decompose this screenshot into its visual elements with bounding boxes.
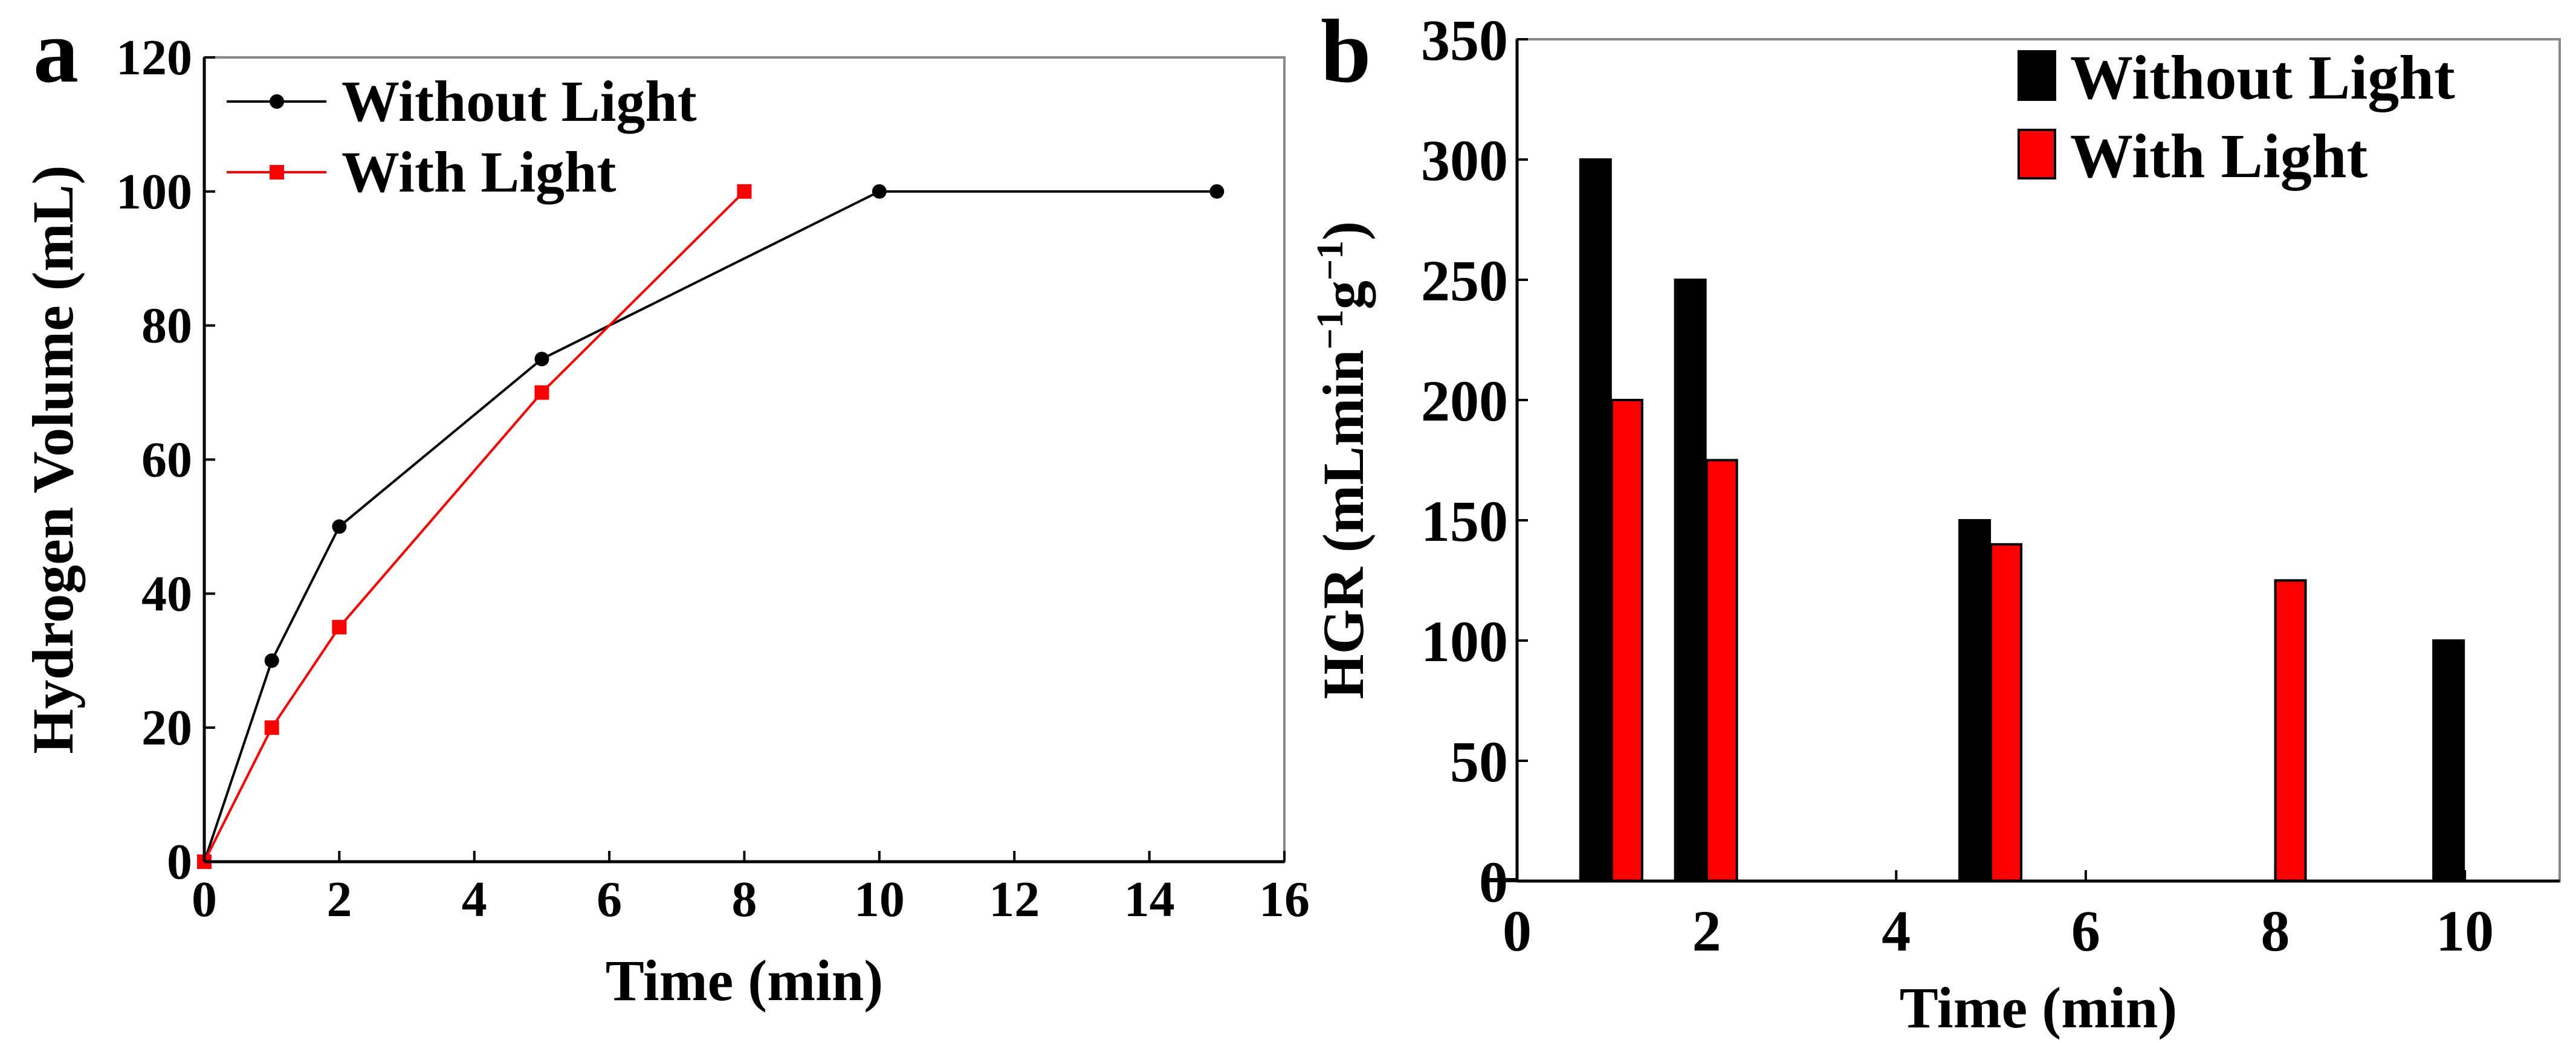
y-tick-label: 300 bbox=[1421, 128, 1508, 193]
chart-b-x-axis-label: Time (min) bbox=[1900, 975, 2178, 1040]
chart-a-ticks: 0 2 4 6 8 10 12 14 16 0 20 40 60 80 100 120 bbox=[116, 30, 1310, 928]
legend-label: Without Light bbox=[341, 69, 697, 134]
ylabel-mid: g bbox=[1311, 280, 1376, 309]
y-tick-label: 60 bbox=[141, 432, 192, 488]
y-tick-label: 50 bbox=[1450, 729, 1508, 794]
legend-label: With Light bbox=[2070, 121, 2368, 191]
bar bbox=[2432, 639, 2465, 882]
legend-marker bbox=[270, 165, 284, 179]
legend-label: Without Light bbox=[2070, 43, 2455, 112]
x-tick-label: 8 bbox=[2261, 899, 2290, 963]
x-tick-label: 16 bbox=[1259, 871, 1310, 928]
x-tick-label: 6 bbox=[2071, 899, 2100, 963]
x-tick-label: 0 bbox=[1503, 899, 1532, 963]
legend-marker bbox=[270, 94, 284, 109]
y-tick-label: 0 bbox=[1479, 850, 1508, 914]
data-point bbox=[264, 653, 279, 668]
series-line bbox=[203, 190, 745, 862]
legend-swatch bbox=[2018, 50, 2056, 101]
x-tick-label: 12 bbox=[989, 871, 1040, 928]
x-tick-label: 14 bbox=[1124, 871, 1175, 928]
x-tick-label: 10 bbox=[854, 871, 905, 928]
y-tick-label: 350 bbox=[1421, 8, 1508, 73]
legend-swatch bbox=[2018, 129, 2056, 179]
bar bbox=[1990, 543, 2023, 882]
y-tick-label: 100 bbox=[1421, 609, 1508, 674]
data-point bbox=[332, 619, 347, 635]
x-tick-label: 10 bbox=[2436, 899, 2494, 963]
y-tick-label: 40 bbox=[141, 566, 192, 622]
chart-a-y-axis-label: Hydrogen Volume (mL) bbox=[21, 165, 85, 754]
x-tick-label: 4 bbox=[462, 871, 487, 928]
legend-label: With Light bbox=[341, 140, 616, 204]
x-tick-label: 0 bbox=[192, 871, 217, 928]
data-point bbox=[534, 385, 549, 400]
data-point bbox=[264, 720, 279, 735]
data-point bbox=[872, 184, 887, 199]
bar bbox=[1674, 279, 1707, 882]
ylabel-sup-2: −1 bbox=[1310, 241, 1351, 280]
data-point bbox=[737, 184, 752, 199]
y-tick-label: 150 bbox=[1421, 489, 1508, 554]
chart-a: a 0 2 4 6 8 10 12 14 16 0 20 40 60 80 100 120 Time (min… bbox=[21, 1, 1310, 1013]
ylabel-sup-1: −1 bbox=[1310, 309, 1351, 349]
data-point bbox=[534, 352, 549, 367]
ylabel-main: HGR (mLmin bbox=[1311, 349, 1376, 699]
y-tick-label: 20 bbox=[141, 700, 192, 756]
data-point bbox=[332, 519, 347, 534]
series-line bbox=[203, 190, 1217, 862]
x-tick-label: 4 bbox=[1882, 899, 1911, 963]
y-tick-label: 120 bbox=[116, 30, 192, 86]
panel-a-label: a bbox=[33, 1, 79, 102]
y-tick-label: 80 bbox=[141, 298, 192, 354]
y-tick-label: 0 bbox=[167, 834, 192, 890]
bar bbox=[1579, 158, 1612, 882]
y-tick-label: 250 bbox=[1421, 248, 1508, 313]
data-point bbox=[1209, 184, 1225, 199]
bar bbox=[2274, 579, 2307, 882]
x-tick-label: 2 bbox=[1692, 899, 1721, 963]
chart-b-y-axis-label: HGR (mLmin−1g−1) bbox=[1310, 221, 1376, 699]
chart-b-bars bbox=[1484, 158, 2465, 882]
x-tick-label: 8 bbox=[732, 871, 757, 928]
bar bbox=[1610, 399, 1643, 882]
x-tick-label: 2 bbox=[326, 871, 352, 928]
chart-a-x-axis-label: Time (min) bbox=[606, 948, 884, 1013]
bar bbox=[1958, 519, 1992, 882]
panel-b-label: b bbox=[1321, 1, 1371, 102]
chart-b-legend: Without Light With Light bbox=[2018, 43, 2455, 191]
y-tick-label: 200 bbox=[1421, 369, 1508, 433]
x-tick-label: 6 bbox=[597, 871, 622, 928]
chart-a-series bbox=[197, 184, 1225, 869]
bar bbox=[1705, 459, 1738, 882]
y-tick-label: 100 bbox=[116, 164, 192, 220]
ylabel-end: ) bbox=[1311, 221, 1376, 241]
